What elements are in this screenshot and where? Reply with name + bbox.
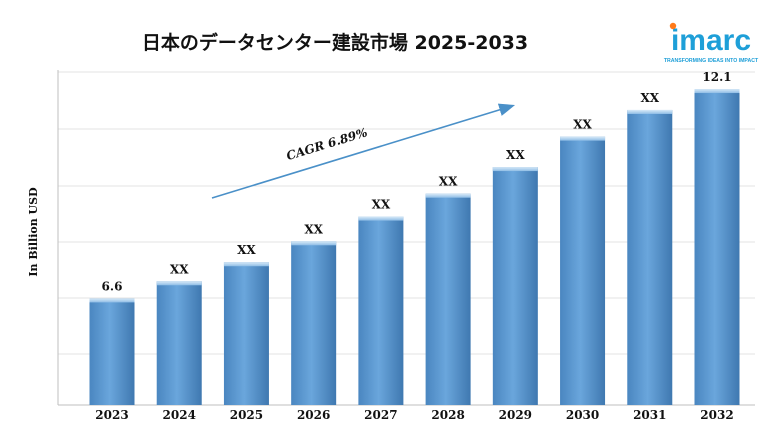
bar-body bbox=[627, 109, 673, 405]
x-tick-label: 2027 bbox=[364, 408, 397, 422]
bar-2027 bbox=[358, 216, 404, 405]
x-tick-label: 2030 bbox=[566, 408, 599, 422]
x-tick-label: 2032 bbox=[700, 408, 733, 422]
bar-body bbox=[89, 298, 135, 405]
logo-dot-icon bbox=[669, 22, 677, 30]
bar-cap bbox=[291, 241, 337, 246]
bar-cap bbox=[223, 262, 269, 267]
bar-2025 bbox=[223, 262, 269, 405]
bar-cap bbox=[492, 167, 538, 172]
cagr-annotation: CAGR 6.89% bbox=[285, 125, 369, 163]
bar-cap bbox=[560, 136, 606, 141]
bar-cap bbox=[627, 109, 673, 114]
data-labels: 6.6 XX XX XX XX XX XX XX XX 12.1 bbox=[102, 70, 732, 293]
x-tick-label: 2024 bbox=[163, 408, 196, 422]
data-label: 12.1 bbox=[702, 70, 731, 84]
bar-body bbox=[560, 136, 606, 405]
bar-body bbox=[291, 241, 337, 405]
bar-cap bbox=[156, 281, 202, 286]
x-tick-label: 2031 bbox=[633, 408, 666, 422]
y-axis-label: In Billion USD bbox=[27, 187, 40, 277]
bar-2023 bbox=[89, 298, 135, 405]
logo: imarc TRANSFORMING IDEAS INTO IMPACT bbox=[664, 22, 759, 64]
bar-2028 bbox=[425, 193, 471, 405]
bar-2032 bbox=[694, 89, 740, 405]
data-label: XX bbox=[237, 243, 256, 257]
data-label: XX bbox=[439, 175, 458, 189]
data-label: XX bbox=[506, 148, 525, 162]
data-label: 6.6 bbox=[102, 279, 123, 293]
x-tick-label: 2025 bbox=[230, 408, 263, 422]
x-tick-label: 2028 bbox=[431, 408, 464, 422]
bar-2026 bbox=[291, 241, 337, 405]
x-tick-label: 2026 bbox=[297, 408, 330, 422]
x-tick-label: 2029 bbox=[499, 408, 532, 422]
chart-title: 日本のデータセンター建設市場 2025-2033 bbox=[142, 31, 528, 54]
bar-cap bbox=[425, 193, 471, 198]
bar-body bbox=[156, 281, 202, 405]
bar-body bbox=[492, 167, 538, 405]
x-tick-labels: 2023 2024 2025 2026 2027 2028 2029 2030 2031 2032 bbox=[95, 408, 733, 422]
bar-2029 bbox=[492, 167, 538, 405]
bar-body bbox=[358, 216, 404, 405]
data-label: XX bbox=[573, 118, 592, 132]
data-label: XX bbox=[170, 262, 189, 276]
bar-body bbox=[223, 262, 269, 405]
logo-wordmark: imarc bbox=[671, 24, 751, 57]
data-label: XX bbox=[640, 91, 659, 105]
bar-cap bbox=[89, 298, 135, 303]
bar-body bbox=[694, 89, 740, 405]
data-label: XX bbox=[304, 222, 323, 236]
bar-cap bbox=[358, 216, 404, 221]
logo-tagline: TRANSFORMING IDEAS INTO IMPACT bbox=[664, 58, 759, 64]
bar-2030 bbox=[560, 136, 606, 405]
bar-cap bbox=[694, 89, 740, 94]
bar-2024 bbox=[156, 281, 202, 405]
data-label: XX bbox=[372, 198, 391, 212]
bar-body bbox=[425, 193, 471, 405]
cagr-arrow bbox=[211, 103, 516, 199]
bars bbox=[89, 89, 740, 405]
x-tick-label: 2023 bbox=[95, 408, 128, 422]
bar-2031 bbox=[627, 109, 673, 405]
